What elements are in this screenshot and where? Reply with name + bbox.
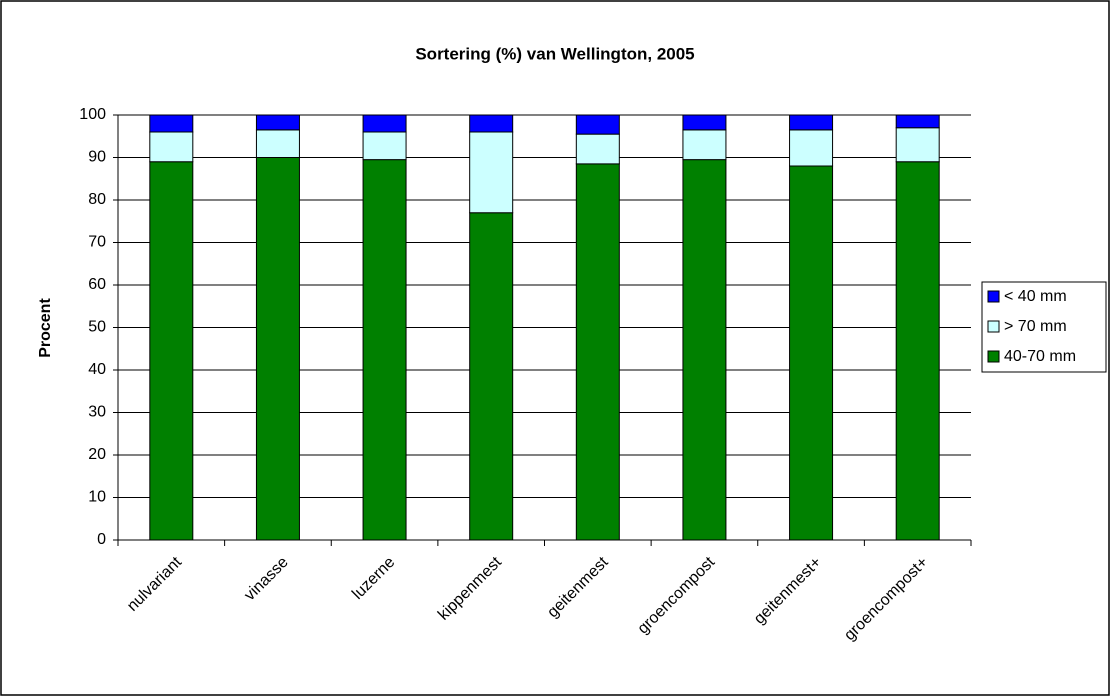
bar-segment xyxy=(789,165,834,541)
legend-label: > 70 mm xyxy=(1004,318,1067,335)
y-tick-label: 90 xyxy=(88,149,106,166)
bar-segment xyxy=(575,133,620,165)
bar-segment xyxy=(895,161,940,541)
bar-segment xyxy=(149,114,194,133)
bar-segment xyxy=(149,161,194,541)
bar-segment xyxy=(789,114,834,131)
bar-segment xyxy=(789,129,834,167)
bar-segment xyxy=(575,114,620,135)
y-tick-label: 40 xyxy=(88,361,106,378)
y-tick-label: 10 xyxy=(88,489,106,506)
legend-label: < 40 mm xyxy=(1004,288,1067,305)
y-tick-label: 60 xyxy=(88,276,106,293)
y-tick-label: 100 xyxy=(79,106,106,123)
bar-segment xyxy=(255,114,300,131)
y-tick-label: 80 xyxy=(88,191,106,208)
bar-segment xyxy=(149,131,194,163)
bar-segment xyxy=(362,114,407,133)
y-tick-label: 70 xyxy=(88,234,106,251)
bar-segment xyxy=(469,114,514,133)
legend-swatch xyxy=(987,290,1000,303)
chart-title: Sortering (%) van Wellington, 2005 xyxy=(415,44,694,63)
bar-segment xyxy=(469,212,514,541)
bar-segment xyxy=(682,159,727,541)
y-axis-label: Procent xyxy=(37,298,54,358)
legend-swatch xyxy=(987,350,1000,363)
legend-box xyxy=(981,281,1107,373)
y-tick-label: 50 xyxy=(88,319,106,336)
y-tick-label: 30 xyxy=(88,404,106,421)
legend-label: 40-70 mm xyxy=(1004,348,1076,365)
bar-segment xyxy=(895,127,940,163)
bar-segment xyxy=(682,114,727,131)
legend-swatch xyxy=(987,320,1000,333)
bar-segment xyxy=(362,131,407,161)
y-tick-label: 0 xyxy=(97,531,106,548)
bar-segment xyxy=(255,157,300,541)
bar-segment xyxy=(895,114,940,129)
bar-segment xyxy=(362,159,407,541)
bar-segment xyxy=(255,129,300,158)
bar-segment xyxy=(682,129,727,161)
bar-segment xyxy=(469,131,514,214)
y-tick-label: 20 xyxy=(88,446,106,463)
bar-segment xyxy=(575,163,620,541)
